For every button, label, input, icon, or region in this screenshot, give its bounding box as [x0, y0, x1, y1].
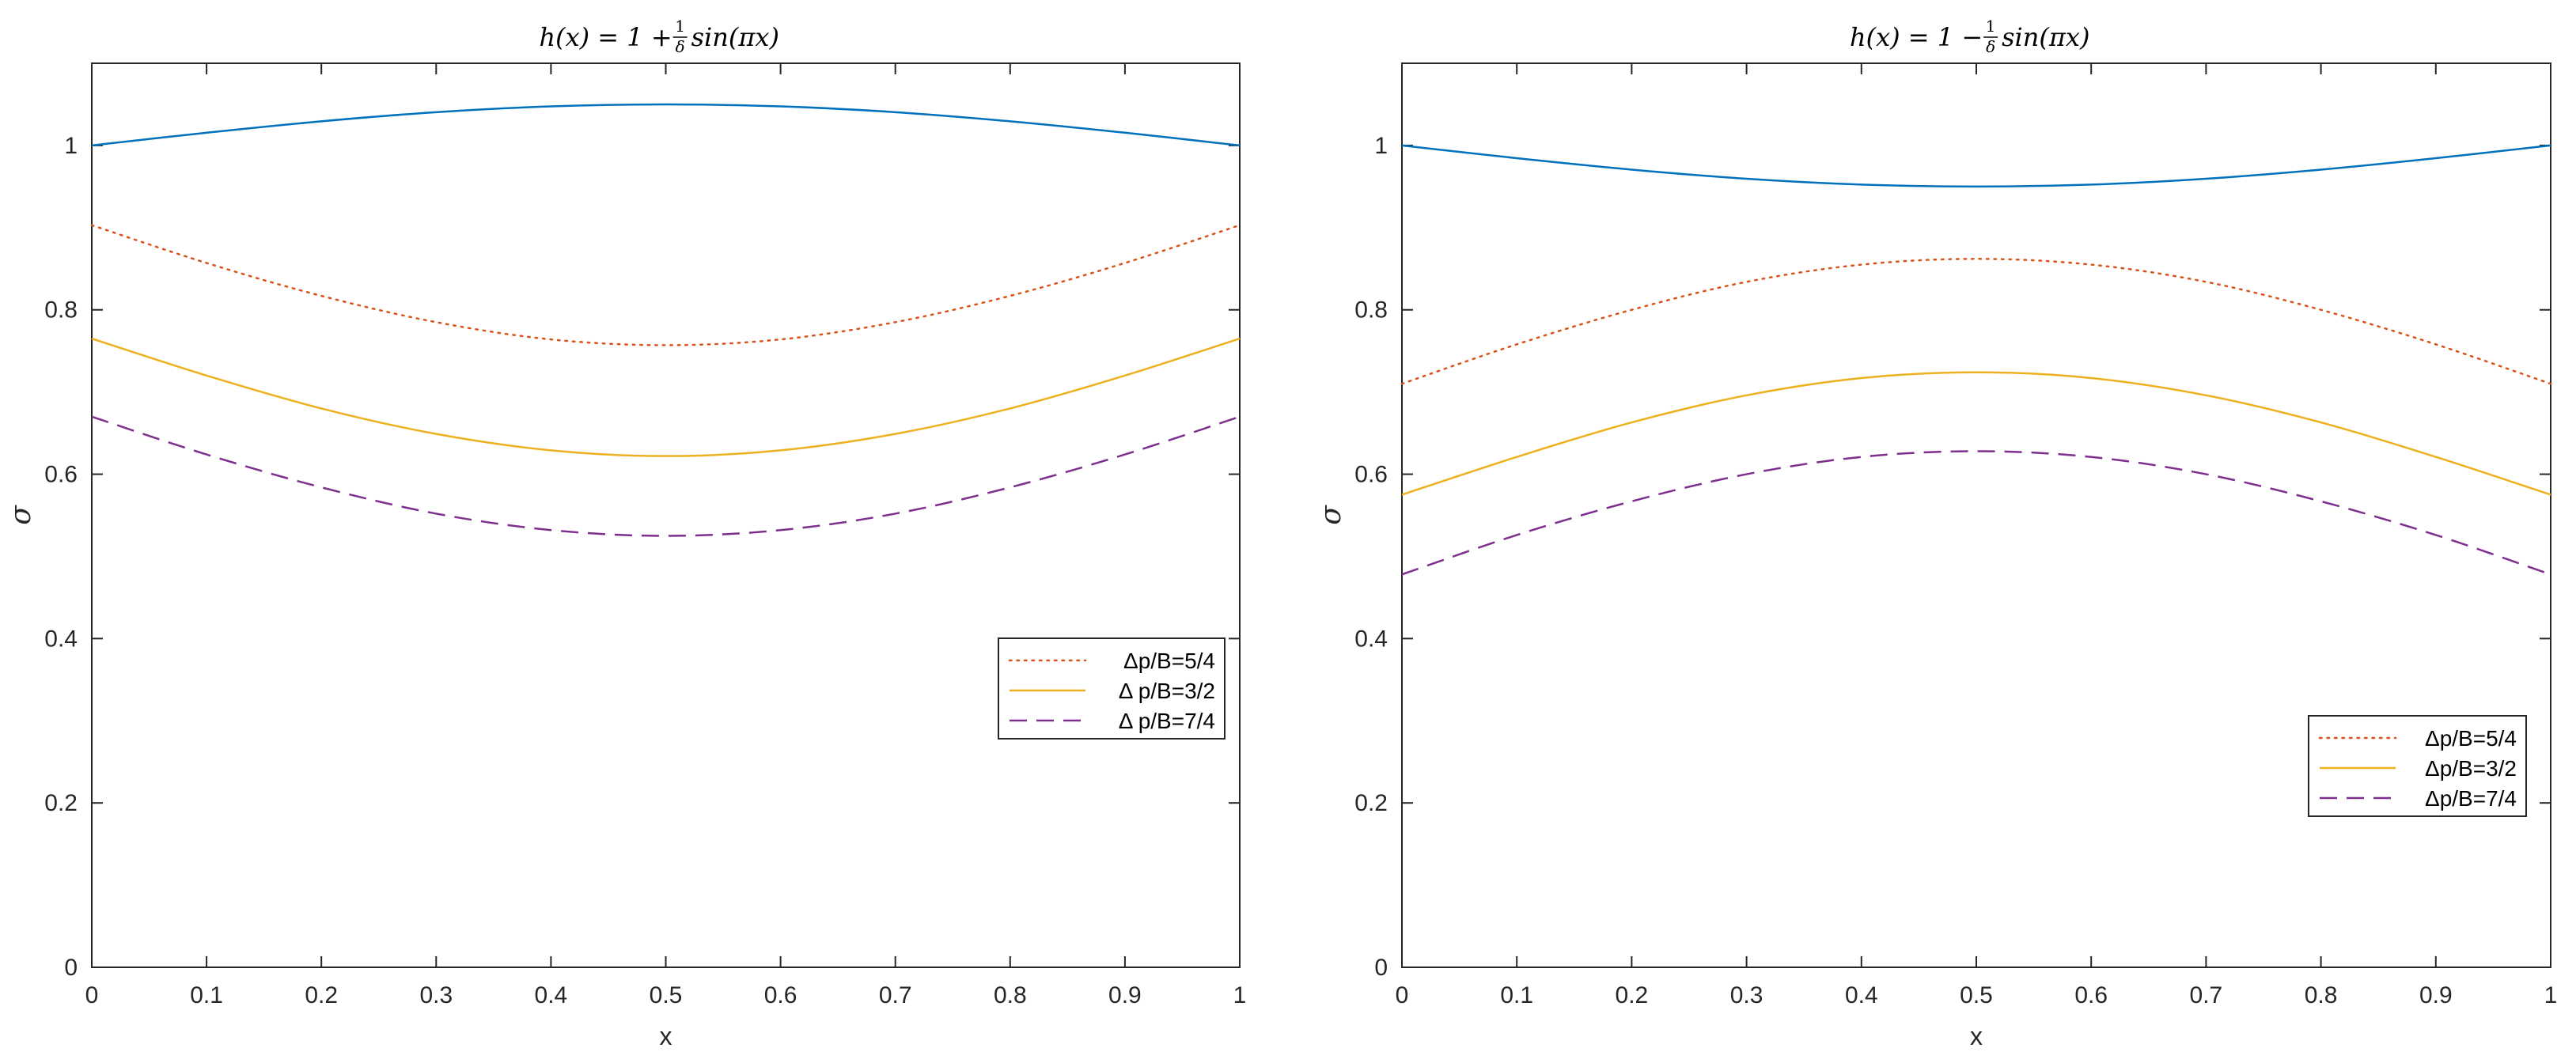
y-tick-label: 0.6 — [44, 462, 78, 488]
series-line-0 — [1401, 144, 2551, 188]
x-tick-label: 0.2 — [305, 982, 338, 1008]
chart-title: h(x) = 1 + 1δ sin(πx) — [540, 17, 779, 56]
series-line-1 — [90, 224, 1241, 346]
x-tick-label: 0.1 — [1500, 982, 1533, 1008]
chart-title: h(x) = 1 − 1δ sin(πx) — [1850, 17, 2089, 56]
series-line-1 — [1400, 258, 2552, 385]
series-line-2 — [1401, 371, 2551, 496]
legend: Δp/B=5/4 Δ p/B=3/2 Δ p/B=7/4 — [998, 637, 1225, 740]
x-tick-label: 0.7 — [2190, 982, 2223, 1008]
x-tick-label: 0.3 — [419, 982, 453, 1008]
legend-label-1: Δ p/B=3/2 — [1119, 679, 1215, 703]
x-tick-label: 0.1 — [190, 982, 223, 1008]
chart-title-rhs: sin(πx) — [2002, 22, 2089, 52]
x-tick-label: 0.6 — [2074, 982, 2108, 1008]
x-tick-label: 0.5 — [1960, 982, 1993, 1008]
legend-label-1: Δp/B=3/2 — [2425, 756, 2517, 781]
x-tick-label: 0 — [1396, 982, 1409, 1008]
x-tick-label: 0.9 — [2419, 982, 2453, 1008]
chart-title-frac-num: 1 — [1986, 17, 1996, 36]
chart-title-frac-den: δ — [676, 37, 685, 56]
y-tick-label: 0.6 — [1354, 462, 1388, 488]
y-axis-label: σ — [1315, 505, 1347, 525]
chart-title-frac-num: 1 — [675, 17, 685, 36]
x-tick-label: 0.2 — [1616, 982, 1649, 1008]
chart-title-rhs: sin(πx) — [691, 22, 779, 52]
x-tick-label: 1 — [2544, 982, 2558, 1008]
x-tick-label: 1 — [1233, 982, 1247, 1008]
y-tick-label: 0.2 — [1354, 790, 1388, 816]
x-tick-label: 0.4 — [1845, 982, 1878, 1008]
y-tick-label: 0.8 — [44, 297, 78, 323]
x-tick-label: 0.8 — [2305, 982, 2338, 1008]
series-line-3 — [1401, 450, 2551, 576]
x-tick-label: 0.9 — [1108, 982, 1142, 1008]
y-tick-label: 0 — [1374, 955, 1388, 981]
x-axis-label: x — [660, 1022, 672, 1050]
legend: Δp/B=5/4 Δp/B=3/2 Δp/B=7/4 — [2308, 715, 2527, 817]
x-tick-label: 0.8 — [994, 982, 1027, 1008]
legend-label-2: Δp/B=7/4 — [2425, 786, 2517, 811]
chart-title-frac-den: δ — [1986, 37, 1995, 56]
series-line-2 — [91, 337, 1241, 457]
x-tick-label: 0.6 — [764, 982, 797, 1008]
legend-box — [2308, 715, 2527, 817]
y-tick-label: 0 — [64, 955, 78, 981]
legend-box — [998, 637, 1225, 740]
x-tick-label: 0 — [85, 982, 99, 1008]
y-tick-label: 1 — [1374, 133, 1388, 159]
x-tick-label: 0.3 — [1730, 982, 1763, 1008]
series-line-0 — [91, 103, 1241, 147]
x-tick-label: 0.4 — [535, 982, 568, 1008]
series-line-3 — [91, 415, 1241, 537]
x-tick-label: 0.7 — [879, 982, 912, 1008]
y-tick-label: 0.4 — [44, 626, 78, 652]
plot-area-frame — [1401, 62, 2551, 968]
chart-title-lhs: h(x) = 1 + — [540, 22, 672, 52]
plot-area-frame — [91, 62, 1241, 968]
chart-title-lhs: h(x) = 1 − — [1850, 22, 1983, 52]
y-tick-label: 0.4 — [1354, 626, 1388, 652]
y-tick-label: 1 — [64, 133, 78, 159]
y-tick-label: 0.8 — [1354, 297, 1388, 323]
chart-right-hx-minus: 0 0.1 0.2 0.3 0.4 0.5 0.6 0.7 0.8 0.9 1 0 0.2 0.4 0.6 0… — [1315, 17, 2557, 1050]
y-tick-label: 0.2 — [44, 790, 78, 816]
legend-label-0: Δp/B=5/4 — [2425, 726, 2517, 751]
legend-label-2: Δ p/B=7/4 — [1119, 709, 1215, 733]
x-axis-label: x — [1970, 1022, 1983, 1050]
x-tick-label: 0.5 — [650, 982, 683, 1008]
legend-label-0: Δp/B=5/4 — [1123, 649, 1215, 673]
y-axis-label: σ — [5, 505, 37, 525]
chart-left-hx-plus: 0 0.1 0.2 0.3 0.4 0.5 0.6 0.7 0.8 0.9 1 0 0.2 0.4 0.6 0… — [5, 17, 1246, 1050]
